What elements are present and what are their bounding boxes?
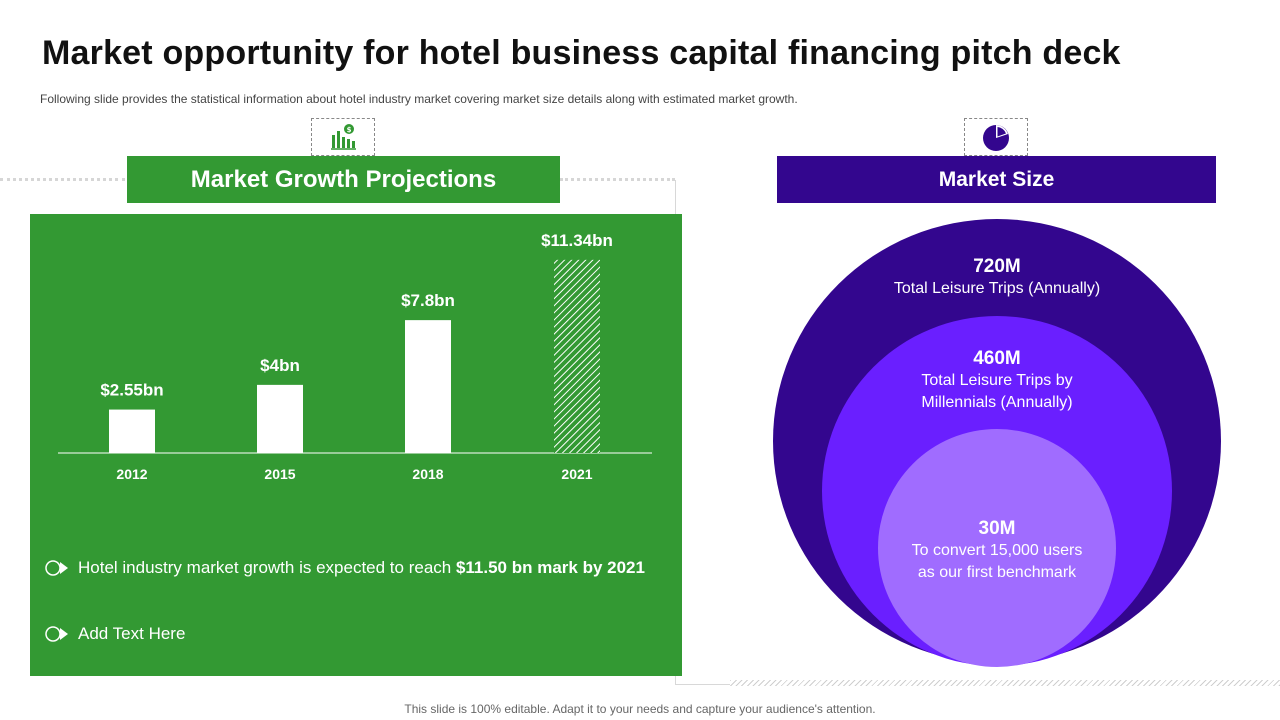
market-size-label: Millennials (Annually)	[921, 394, 1073, 411]
market-size-item-460m: 460M Total Leisure Trips by Millennials …	[847, 348, 1147, 414]
x-tick-label-2021: 2021	[561, 466, 592, 482]
market-size-value: 460M	[973, 348, 1021, 369]
bar-2018	[405, 320, 451, 453]
market-size-item-720m: 720M Total Leisure Trips (Annually)	[847, 256, 1147, 300]
arrow-bullet-icon	[45, 560, 68, 576]
footer-note: This slide is 100% editable. Adapt it to…	[404, 702, 876, 716]
data-label-2012: $2.55bn	[100, 381, 163, 400]
pie-chart-icon	[983, 125, 1009, 151]
x-tick-label-2015: 2015	[264, 466, 295, 482]
bar-2021	[554, 259, 600, 453]
hatched-divider-bottom	[730, 680, 1280, 686]
page-subtitle: Following slide provides the statistical…	[40, 92, 798, 106]
frame-line-bottom	[675, 684, 730, 685]
data-label-2021: $11.34bn	[541, 231, 613, 250]
inner-circle	[878, 429, 1116, 667]
market-growth-header: Market Growth Projections	[127, 156, 560, 203]
growth-chart-icon-box: $	[311, 118, 375, 156]
x-tick-label-2018: 2018	[412, 466, 443, 482]
bar-chart: $2.55bn 2012 $4bn 2015 $7.8bn 2018 $11.34bn 202…	[58, 231, 652, 482]
market-size-label: To convert 15,000 users	[911, 542, 1083, 559]
bar-2012	[109, 409, 155, 453]
market-size-value: 30M	[978, 518, 1016, 539]
data-label-2015: $4bn	[260, 356, 300, 375]
market-size-label: Total Leisure Trips (Annually)	[893, 280, 1101, 297]
market-size-item-30m: 30M To convert 15,000 users as our first…	[847, 518, 1147, 584]
x-tick-label-2012: 2012	[116, 466, 147, 482]
bullet-text: Add Text Here	[78, 624, 186, 643]
page-title: Market opportunity for hotel business ca…	[42, 34, 1121, 72]
market-size-label: as our first benchmark	[917, 564, 1077, 581]
growth-chart-icon: $	[331, 124, 356, 150]
arrow-bullet-icon	[45, 626, 68, 642]
market-size-header: Market Size	[777, 156, 1216, 203]
svg-text:$: $	[347, 126, 352, 134]
market-size-value: 720M	[973, 256, 1021, 277]
bullet-item-growth: Hotel industry market growth is expected…	[44, 558, 645, 578]
dotted-divider-middle	[560, 178, 675, 184]
pie-chart-icon-box	[964, 118, 1028, 156]
dotted-divider-left	[0, 178, 125, 184]
data-label-2018: $7.8bn	[401, 291, 455, 310]
market-size-circles	[773, 219, 1221, 667]
bullet-text: Hotel industry market growth is expected…	[78, 558, 645, 577]
market-size-label: Total Leisure Trips by	[921, 372, 1073, 389]
bullet-item-add-text: Add Text Here	[44, 624, 185, 644]
bar-2015	[257, 384, 303, 453]
market-growth-panel: $2.55bn 2012 $4bn 2015 $7.8bn 2018 $11.34bn 202…	[30, 214, 682, 676]
